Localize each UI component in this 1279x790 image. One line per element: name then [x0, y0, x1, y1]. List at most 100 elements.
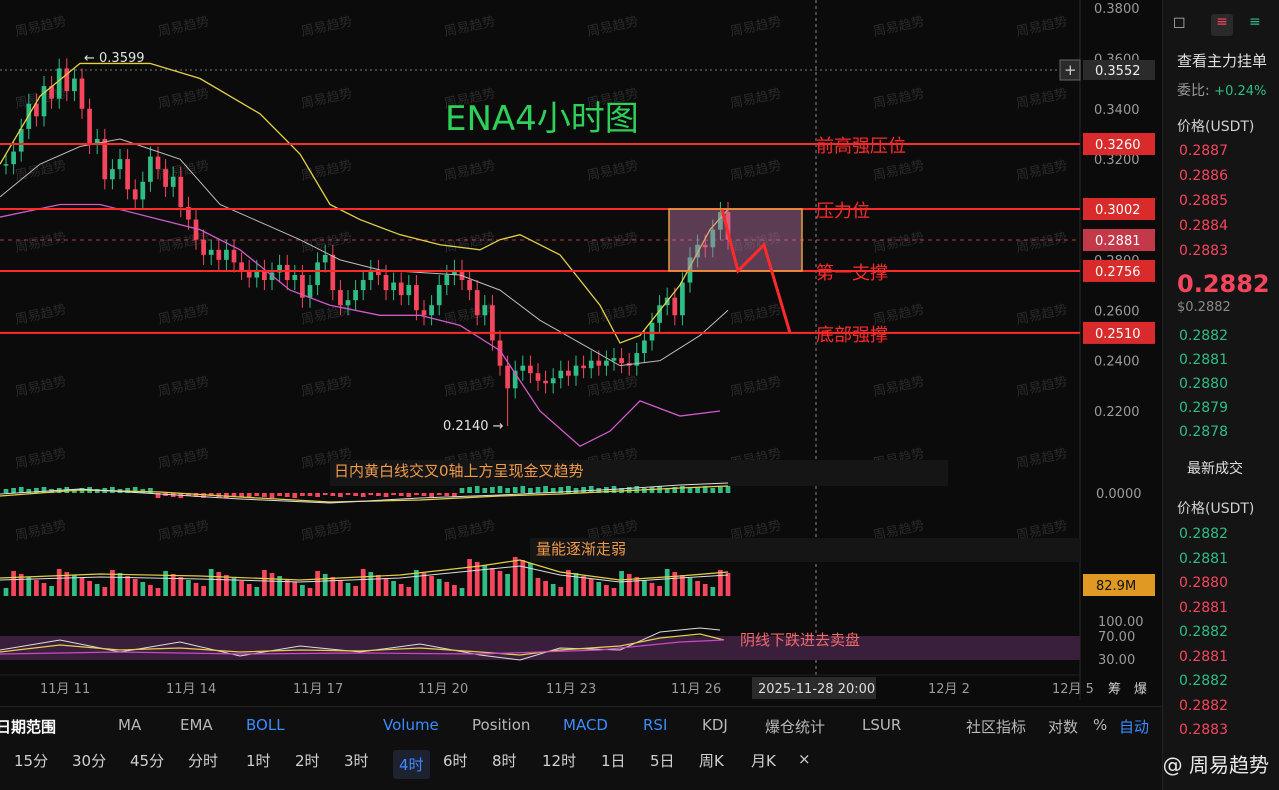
volume-ma-yellow	[0, 559, 729, 581]
timeframe-12[interactable]: 5日	[650, 752, 675, 770]
ask-price[interactable]: 0.2886	[1179, 168, 1228, 184]
indicator-10[interactable]: LSUR	[862, 716, 902, 734]
candle-body	[642, 340, 647, 354]
macd-annotation: 日内黄白线交叉0轴上方呈现金叉趋势	[334, 462, 584, 480]
indicator-3[interactable]: BOLL	[246, 716, 285, 734]
indicator-2[interactable]: EMA	[180, 716, 213, 734]
trade-price[interactable]: 0.2882	[1179, 673, 1228, 689]
bid-price[interactable]: 0.2880	[1179, 376, 1228, 392]
timeframe-4[interactable]: 1时	[246, 752, 271, 770]
level-label: 前高强压位	[816, 136, 906, 157]
indicator-4[interactable]: Volume	[383, 716, 439, 734]
indicator-6[interactable]: MACD	[563, 716, 608, 734]
volume-bar	[414, 570, 419, 596]
crosshair-plus-box	[1059, 59, 1081, 81]
trade-price[interactable]: 0.2881	[1179, 599, 1228, 616]
timeframe-15[interactable]: ×	[798, 750, 811, 768]
timeframe-3[interactable]: 分时	[188, 752, 219, 770]
timeframe-11[interactable]: 1日	[601, 752, 626, 770]
candle-body	[611, 358, 617, 361]
macd-hist-bar	[254, 493, 260, 496]
volume-value-label: 82.9M	[1096, 579, 1136, 594]
trade-price[interactable]: 0.2881	[1179, 648, 1228, 665]
candle-body	[459, 269, 465, 281]
macd-hist-bar	[634, 486, 640, 493]
ratio-row: 委比: +0.24%	[1177, 80, 1266, 100]
volume-bar	[300, 585, 305, 596]
ask-price[interactable]: 0.2884	[1179, 218, 1228, 234]
volume-bar	[550, 584, 556, 596]
macd-hist-bar	[558, 487, 564, 493]
volume-bar	[535, 578, 541, 596]
trade-price[interactable]: 0.2882	[1179, 624, 1228, 640]
indicator-11[interactable]: 社区指标	[966, 718, 1027, 736]
ask-price[interactable]: 0.2885	[1179, 193, 1228, 209]
macd-hist-bar	[148, 488, 153, 493]
indicator-0[interactable]: 日期范围	[0, 718, 57, 736]
volume-bar	[72, 575, 77, 596]
indicator-8[interactable]: KDJ	[702, 716, 728, 734]
current-price-tag	[1083, 229, 1155, 251]
macd-hist-bar	[414, 493, 419, 495]
candle-body	[680, 282, 685, 316]
volume-bar	[18, 574, 24, 596]
x-tick-label: 11月 26	[671, 682, 721, 697]
volume-bar	[193, 583, 199, 596]
indicator-5[interactable]: Position	[472, 716, 531, 734]
timeframe-10[interactable]: 12时	[542, 752, 577, 770]
bid-price[interactable]: 0.2882	[1179, 328, 1228, 344]
macd-zero-label: 0.0000	[1096, 487, 1142, 502]
candle-body	[246, 269, 252, 278]
macd-hist-bar	[186, 493, 191, 496]
ask-price[interactable]: 0.2887	[1179, 143, 1228, 159]
volume-bar	[277, 576, 282, 596]
bid-price[interactable]: 0.2878	[1179, 424, 1228, 440]
trade-price[interactable]: 0.2883	[1179, 722, 1228, 738]
timeframe-2[interactable]: 45分	[130, 752, 165, 770]
indicator-13[interactable]: %	[1093, 716, 1108, 734]
indicator-7[interactable]: RSI	[643, 716, 668, 734]
timeframe-5[interactable]: 2时	[295, 752, 320, 770]
indicator-1[interactable]: MA	[118, 716, 142, 734]
orderbook-view-icon[interactable]: ≡	[1211, 14, 1233, 36]
macd-hist-bar	[155, 493, 161, 498]
candle-body	[368, 269, 374, 281]
boll-lower-band	[0, 203, 721, 448]
trade-price[interactable]: 0.2882	[1179, 526, 1228, 542]
panel-icon-a[interactable]: ☐	[1173, 16, 1186, 32]
timeframe-14[interactable]: 月K	[751, 752, 776, 770]
timeframe-6[interactable]: 3时	[344, 752, 369, 770]
candle-body	[11, 151, 16, 165]
trade-price[interactable]: 0.2880	[1179, 575, 1228, 591]
trade-price[interactable]: 0.2881	[1179, 550, 1228, 567]
timeframe-0[interactable]: 15分	[14, 752, 49, 770]
timeframe-8[interactable]: 6时	[443, 752, 468, 770]
trade-price[interactable]: 0.2882	[1179, 697, 1228, 714]
candle-body	[125, 159, 130, 190]
timeframe-1[interactable]: 30分	[72, 752, 107, 770]
macd-hist-bar	[710, 488, 716, 493]
candle-body	[558, 370, 564, 379]
candle-body	[292, 274, 298, 281]
x-tick-label: 11月 14	[166, 682, 216, 697]
bid-price[interactable]: 0.2881	[1179, 352, 1228, 368]
bid-price[interactable]: 0.2879	[1179, 400, 1228, 416]
candle-body	[56, 68, 62, 99]
candle-body	[94, 138, 100, 145]
volume-bar	[132, 579, 138, 596]
candle-body	[338, 290, 343, 306]
indicator-9[interactable]: 爆仓统计	[765, 718, 826, 736]
timeframe-13[interactable]: 周K	[699, 752, 724, 770]
indicator-12[interactable]: 对数	[1048, 718, 1079, 736]
ask-price[interactable]: 0.2883	[1179, 243, 1228, 259]
volume-bar	[170, 574, 176, 596]
view-main-orders-link[interactable]: 查看主力挂单	[1177, 52, 1268, 70]
macd-dea-line	[0, 485, 729, 503]
volume-bar	[239, 581, 244, 596]
orderbook-bids-icon[interactable]: ≡	[1249, 14, 1261, 30]
timeframe-7[interactable]: 4时	[393, 750, 430, 779]
indicator-14[interactable]: 自动	[1119, 718, 1150, 736]
timeframe-9[interactable]: 8时	[492, 752, 517, 770]
candle-body	[201, 239, 206, 255]
